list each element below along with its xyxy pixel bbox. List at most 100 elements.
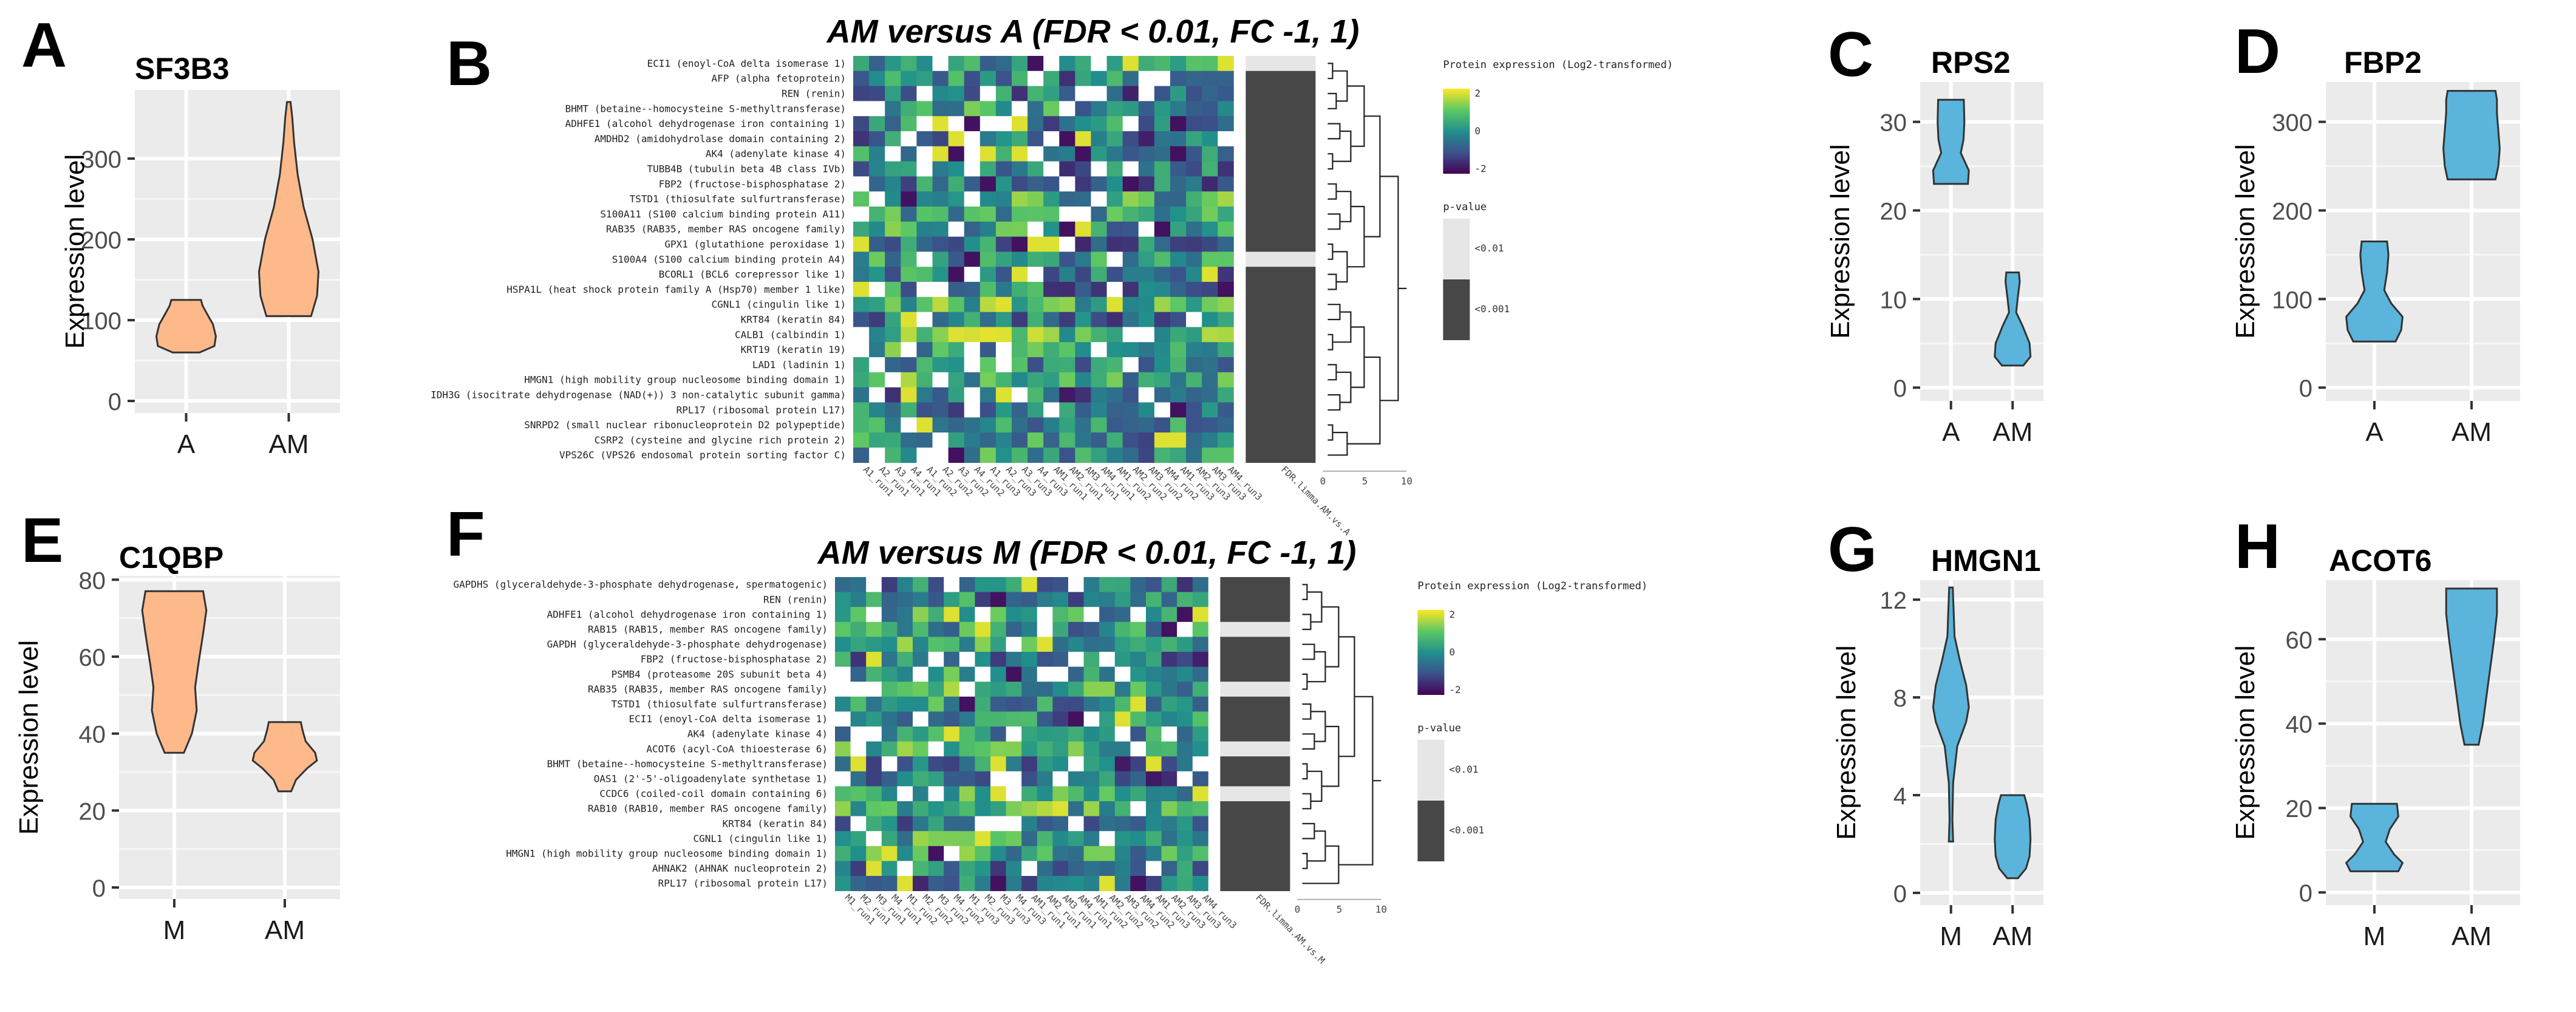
heatmap-cell — [1138, 161, 1155, 177]
heatmap-cell — [1012, 251, 1028, 267]
heatmap-cell — [1043, 282, 1060, 298]
heatmap-cell — [1138, 221, 1155, 237]
heatmap-cell — [1218, 131, 1234, 147]
heatmap-cell — [1146, 577, 1162, 592]
heatmap-cell — [897, 637, 913, 652]
heatmap-cell — [866, 816, 882, 832]
pvalue-cell — [1220, 727, 1290, 742]
y-tick-label: 0 — [1893, 881, 1907, 908]
heatmap-cell — [916, 267, 933, 282]
heatmap-cell — [1186, 191, 1202, 207]
violin-panel-H: H ACOT6 0 20 40 60 M AM Expression level — [2230, 511, 2520, 951]
heatmap-cell — [1075, 402, 1091, 418]
heatmap-cell — [850, 621, 867, 637]
heatmap-cell — [835, 621, 851, 637]
heatmap-cell — [1091, 131, 1107, 147]
heatmap-cell — [1043, 387, 1060, 403]
heatmap-cell — [928, 637, 944, 652]
heatmap-cell — [1021, 682, 1038, 697]
heatmap-cell — [928, 607, 944, 623]
pvalue-cell — [1245, 267, 1316, 282]
heatmap-cell — [901, 70, 917, 86]
pvalue-cell — [1220, 741, 1290, 757]
heatmap-cell — [959, 637, 975, 652]
heatmap-cell — [1122, 146, 1139, 162]
heatmap-cell — [1068, 786, 1084, 802]
heatmap-cell — [980, 70, 997, 86]
heatmap-cell — [1192, 577, 1208, 592]
heatmap-cell — [869, 417, 885, 433]
heatmap-cell — [1091, 86, 1107, 101]
heatmap-cell — [932, 161, 949, 177]
heatmap-cell — [975, 876, 991, 891]
heatmap-cell — [995, 131, 1012, 147]
heatmap-cell — [1218, 387, 1234, 403]
heatmap-cell — [1122, 387, 1139, 403]
heatmap-cell — [1177, 786, 1193, 802]
heatmap-cell — [1114, 831, 1131, 847]
heatmap-cell — [1006, 786, 1022, 802]
pvalue-cell — [1220, 861, 1290, 877]
heatmap-cell — [853, 70, 870, 86]
heatmap-cell — [1083, 801, 1100, 816]
heatmap-cell — [1218, 282, 1234, 298]
y-tick-label: 200 — [2272, 198, 2312, 225]
heatmap-cell — [1006, 727, 1022, 742]
heatmap-cell — [995, 296, 1012, 312]
heatmap-cell — [1068, 861, 1084, 877]
heatmap-cell — [1021, 771, 1038, 787]
heatmap-cell — [995, 267, 1012, 282]
row-label: HSPA1L (heat shock protein family A (Hsp… — [506, 284, 846, 295]
heatmap-cell — [1130, 607, 1147, 623]
heatmap-cell — [928, 682, 944, 697]
heatmap-cell — [1027, 372, 1044, 388]
heatmap-cell — [897, 696, 913, 712]
heatmap-cell — [1170, 116, 1187, 132]
heatmap-cell — [1106, 312, 1123, 327]
heatmap-cell — [1186, 146, 1202, 162]
heatmap-cell — [1192, 607, 1208, 623]
heatmap-cell — [916, 236, 933, 252]
heatmap-cell — [1161, 637, 1177, 652]
heatmap-cell — [1043, 101, 1060, 117]
heatmap-cell — [1218, 221, 1234, 237]
pvalue-cell — [1245, 417, 1316, 433]
heatmap-cell — [1154, 327, 1171, 343]
heatmap-cell — [853, 327, 870, 343]
heatmap-cell — [866, 696, 882, 712]
heatmap-cell — [1186, 372, 1202, 388]
heatmap-cell — [1122, 282, 1139, 298]
heatmap-cell — [990, 696, 1006, 712]
heatmap-cell — [964, 282, 981, 298]
heatmap-cell — [948, 56, 965, 72]
heatmap-cell — [850, 816, 867, 832]
heatmap-cell — [1043, 372, 1060, 388]
heatmap-cell — [975, 861, 991, 877]
heatmap-cell — [944, 621, 960, 637]
heatmap-cell — [1146, 711, 1162, 727]
heatmap-cell — [885, 267, 901, 282]
heatmap-cell — [1138, 432, 1155, 448]
heatmap-cell — [1043, 342, 1060, 358]
heatmap-cell — [1075, 70, 1091, 86]
heatmap-cell — [1099, 846, 1116, 861]
heatmap-cell — [944, 786, 960, 802]
heatmap-cell — [853, 312, 870, 327]
heatmap-cell — [1202, 131, 1218, 147]
heatmap-cell — [1186, 70, 1202, 86]
heatmap-cell — [1091, 387, 1107, 403]
heatmap-cell — [1059, 131, 1075, 147]
heatmap-cell — [869, 161, 885, 177]
heatmap-cell — [1075, 251, 1091, 267]
heatmap-cell — [901, 327, 917, 343]
pvalue-column-label: FDR.limma.AM.vs.A — [1279, 464, 1352, 538]
row-label: IDH3G (isocitrate dehydrogenase (NAD(+))… — [431, 389, 846, 400]
heatmap-cell — [1114, 771, 1131, 787]
violin-panel-A: A SF3B3 0 100 200 300 A AM Expression level — [21, 10, 340, 459]
heatmap-cell — [897, 801, 913, 816]
y-axis-label: Expression level — [1831, 645, 1861, 839]
heatmap-cell — [835, 741, 851, 757]
heatmap-cell — [980, 251, 997, 267]
row-label: RAB35 (RAB35, member RAS oncogene family… — [588, 683, 828, 695]
heatmap-cell — [1037, 607, 1053, 623]
